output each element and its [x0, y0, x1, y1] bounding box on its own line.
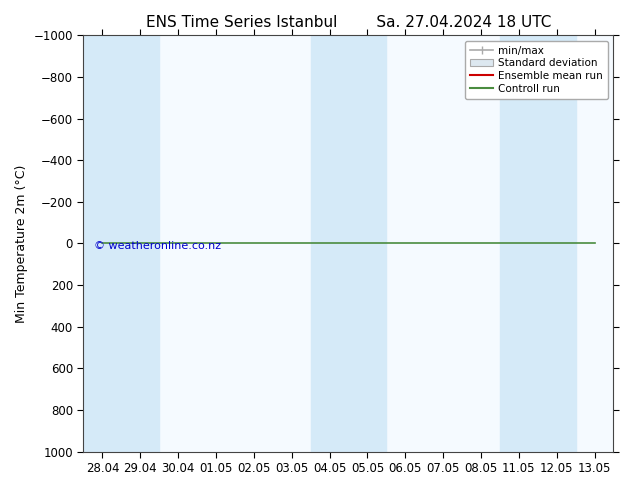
Text: © weatheronline.co.nz: © weatheronline.co.nz: [94, 242, 221, 251]
Bar: [84, 35, 159, 452]
Y-axis label: Min Temperature 2m (°C): Min Temperature 2m (°C): [15, 164, 28, 322]
Bar: [500, 35, 576, 452]
Title: ENS Time Series Istanbul        Sa. 27.04.2024 18 UTC: ENS Time Series Istanbul Sa. 27.04.2024 …: [146, 15, 551, 30]
Legend: min/max, Standard deviation, Ensemble mean run, Controll run: min/max, Standard deviation, Ensemble me…: [465, 41, 608, 99]
Bar: [311, 35, 386, 452]
